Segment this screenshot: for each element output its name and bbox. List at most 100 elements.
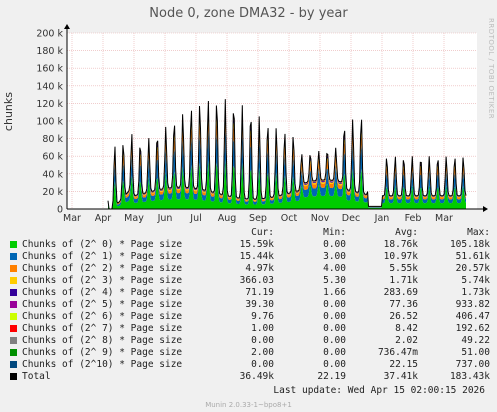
legend-label: Chunks of (2^ 4) * Page size — [22, 287, 183, 298]
legend-row: Chunks of (2^ 9) * Page size 2.00 0.00 736.… — [10, 347, 490, 359]
legend-avg: 1.71k — [389, 275, 418, 286]
axes — [64, 24, 488, 212]
total-line — [107, 99, 467, 210]
legend-swatch — [10, 277, 17, 284]
legend-label: Chunks of (2^ 0) * Page size — [22, 239, 183, 250]
stacked-areas — [107, 99, 467, 210]
legend-min: 22.19 — [317, 371, 346, 382]
legend-swatch — [10, 313, 17, 320]
legend-label: Chunks of (2^ 3) * Page size — [22, 275, 183, 286]
y-tick-label: 140 k — [36, 81, 63, 92]
legend-label: Chunks of (2^ 5) * Page size — [22, 299, 183, 310]
legend-cur: 71.19 — [245, 287, 274, 298]
legend-label: Chunks of (2^ 2) * Page size — [22, 263, 183, 274]
legend-avg: 2.02 — [395, 335, 418, 346]
y-tick-labels: 0 20 k 40 k 60 k 80 k 100 k 120 k 140 k 160 k 180… — [36, 29, 63, 216]
legend-avg: 10.97k — [383, 251, 418, 262]
legend-row: Chunks of (2^ 7) * Page size 1.00 0.00 8.42… — [10, 323, 490, 335]
legend-min: 0.00 — [323, 335, 346, 346]
last-update: Last update: Wed Apr 15 02:00:15 2026 — [273, 385, 485, 396]
series-area — [108, 128, 466, 209]
legend-avg: 18.76k — [383, 239, 418, 250]
munin-version: Munin 2.0.33-1~bpo8+1 — [205, 401, 292, 409]
legend-max: 1.73k — [461, 287, 490, 298]
y-axis-arrow — [64, 24, 70, 29]
y-tick-label: 160 k — [36, 64, 63, 75]
x-tick-label: Oct — [281, 213, 298, 224]
legend-swatch — [10, 265, 17, 272]
legend-avg: 8.42 — [395, 323, 418, 334]
x-tick-label: Mar — [63, 213, 81, 224]
legend-cur: 15.44k — [239, 251, 274, 262]
y-tick-label: 180 k — [36, 46, 63, 57]
legend-max: 5.74k — [461, 275, 490, 286]
legend-max: 20.57k — [455, 263, 490, 274]
x-tick-label: Jul — [189, 213, 201, 224]
legend-cur: 36.49k — [239, 371, 274, 382]
legend-max: 192.62 — [455, 323, 490, 334]
legend-avg: 5.55k — [389, 263, 418, 274]
legend-max: 51.61k — [455, 251, 490, 262]
y-tick-label: 120 k — [36, 99, 63, 110]
legend-min: 0.00 — [323, 299, 346, 310]
x-tick-label: Dec — [342, 213, 360, 224]
legend-avg: 37.41k — [383, 371, 418, 382]
legend-min: 4.00 — [323, 263, 346, 274]
legend-max: 737.00 — [455, 359, 490, 370]
chart-title: Node 0, zone DMA32 - by year — [149, 6, 348, 21]
legend-label: Chunks of (2^ 9) * Page size — [22, 347, 183, 358]
legend-min: 0.00 — [323, 323, 346, 334]
x-tick-label: Aug — [218, 213, 237, 224]
legend-header: Cur: Min: Avg: Max: — [10, 227, 490, 239]
legend-cur: 1.00 — [251, 323, 274, 334]
x-tick-label: Jun — [157, 213, 173, 224]
legend-max: 51.00 — [461, 347, 490, 358]
legend-swatch — [10, 325, 17, 332]
legend-min: 0.00 — [323, 311, 346, 322]
legend-cur: 15.59k — [239, 239, 274, 250]
legend-avg: 26.52 — [389, 311, 418, 322]
x-tick-label: Feb — [405, 213, 422, 224]
legend-swatch — [10, 301, 17, 308]
legend-row: Chunks of (2^ 0) * Page size 15.59k 0.00 18… — [10, 239, 490, 251]
y-tick-label: 20 k — [42, 187, 63, 198]
legend-swatch — [10, 373, 17, 380]
legend-max: 105.18k — [449, 239, 490, 250]
legend-min: 3.00 — [323, 251, 346, 262]
legend-min: 0.00 — [323, 239, 346, 250]
x-tick-label: Apr — [95, 213, 112, 224]
legend-label: Chunks of (2^ 8) * Page size — [22, 335, 183, 346]
y-tick-label: 80 k — [42, 134, 63, 145]
legend-swatch — [10, 241, 17, 248]
legend-max: 406.47 — [455, 311, 490, 322]
y-tick-label: 200 k — [36, 29, 63, 40]
legend-row: Chunks of (2^ 3) * Page size 366.03 5.30 1.… — [10, 275, 490, 287]
legend-cur: 0.00 — [251, 335, 274, 346]
legend-row: Chunks of (2^10) * Page size 0.00 0.00 22.1… — [10, 359, 490, 371]
col-max: Max: — [467, 227, 490, 238]
x-tick-label: Mar — [435, 213, 453, 224]
legend-label: Total — [22, 371, 51, 382]
plot-area: 0 20 k 40 k 60 k 80 k 100 k 120 k 140 k 160 k 180… — [36, 24, 488, 224]
legend-cur: 366.03 — [239, 275, 274, 286]
legend-max: 49.22 — [461, 335, 490, 346]
y-tick-label: 100 k — [36, 117, 63, 128]
legend-row: Chunks of (2^ 5) * Page size 39.30 0.00 77.… — [10, 299, 490, 311]
legend-min: 5.30 — [323, 275, 346, 286]
legend-min: 1.66 — [323, 287, 346, 298]
legend-row: Chunks of (2^ 1) * Page size 15.44k 3.00 10… — [10, 251, 490, 263]
x-tick-label: Sep — [249, 213, 267, 224]
legend-row: Chunks of (2^ 2) * Page size 4.97k 4.00 5.5… — [10, 263, 490, 275]
x-tick-label: May — [124, 213, 144, 224]
x-tick-labels: Mar Apr May Jun Jul Aug Sep Oct Nov Dec Jan Feb Mar — [63, 213, 453, 224]
x-axis-arrow — [483, 206, 488, 212]
legend-label: Chunks of (2^ 6) * Page size — [22, 311, 183, 322]
legend-min: 0.00 — [323, 347, 346, 358]
legend-swatch — [10, 361, 17, 368]
legend-max: 933.82 — [455, 299, 490, 310]
legend-swatch — [10, 253, 17, 260]
legend-cur: 4.97k — [245, 263, 274, 274]
legend-min: 0.00 — [323, 359, 346, 370]
legend-avg: 283.69 — [383, 287, 418, 298]
col-avg: Avg: — [395, 227, 418, 238]
